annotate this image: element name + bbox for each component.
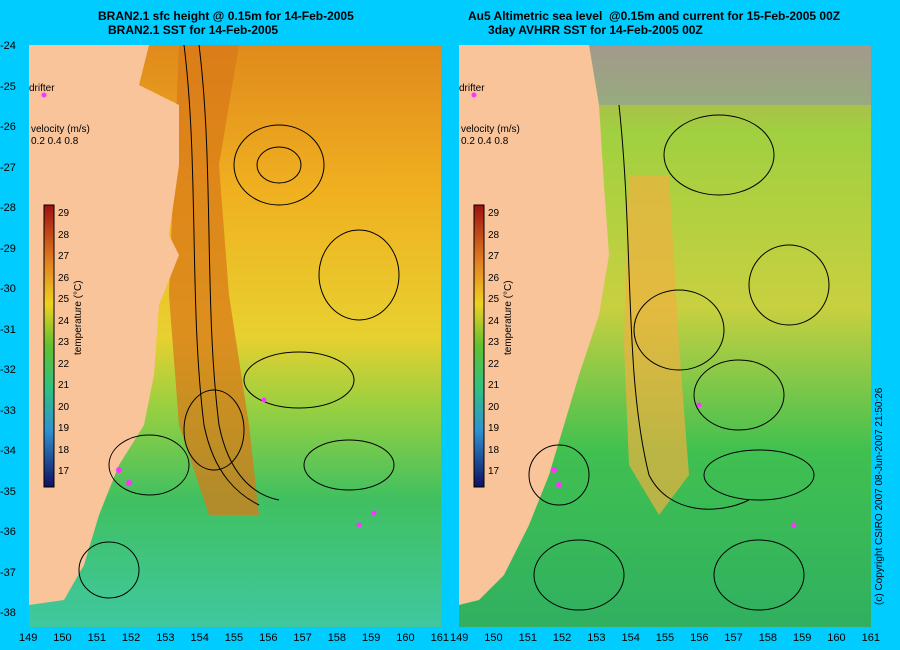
- colorbar-tick-label: 29: [488, 208, 500, 219]
- copyright-text: (c) Copyright CSIRO 2007 08-Jun-2007 21:…: [874, 387, 885, 605]
- left-colorbar: [43, 204, 55, 488]
- colorbar-tick-label: 22: [58, 358, 70, 370]
- colorbar-tick-label: 25: [58, 294, 70, 305]
- lon-tick-label: 150: [484, 632, 503, 644]
- warm-current-band: [169, 45, 259, 515]
- colorbar-tick-label: 17: [58, 466, 70, 477]
- land-mass: [29, 45, 179, 605]
- right-map-svg: drifter velocity (m/s) 0.2 0.4 0.8 tempe…: [459, 45, 871, 627]
- colorbar-tick-label: 18: [488, 444, 500, 456]
- colorbar-tick-label: 18: [58, 444, 70, 456]
- lon-tick-label: 155: [224, 632, 244, 644]
- lon-tick-label: 152: [121, 632, 141, 644]
- cloud-noise: [579, 45, 871, 105]
- colorbar-tick-label: 27: [488, 251, 500, 262]
- colorbar-tick-label: 26: [488, 272, 500, 284]
- left-velocity-scale: 0.2 0.4 0.8: [31, 136, 79, 147]
- lat-tick-label: -31: [0, 323, 16, 336]
- lon-tick-label: 150: [53, 632, 72, 644]
- colorbar-tick-label: 23: [488, 337, 500, 348]
- lon-tick-label: 161: [861, 632, 880, 644]
- left-map-panel: drifter velocity (m/s) 0.2 0.4 0.8 tempe…: [29, 45, 441, 627]
- colorbar-tick-label: 28: [488, 229, 500, 241]
- left-drifter-label: drifter: [29, 83, 55, 94]
- lat-tick-label: -32: [0, 364, 16, 376]
- lon-tick-label: 159: [362, 632, 381, 644]
- lon-tick-label: 156: [259, 632, 278, 644]
- lon-tick-label: 152: [552, 632, 572, 644]
- lon-tick-label: 149: [450, 632, 469, 644]
- left-title-line1: BRAN2.1 sfc height @ 0.15m for 14-Feb-20…: [98, 9, 354, 23]
- lon-tick-label: 158: [758, 632, 778, 644]
- lon-tick-label: 151: [518, 632, 537, 644]
- colorbar-tick-label: 28: [58, 229, 70, 241]
- colorbar-tick-label: 21: [58, 380, 70, 391]
- colorbar-tick-label: 27: [58, 251, 70, 262]
- land-mass-right: [459, 45, 609, 605]
- lon-tick-label: 156: [690, 632, 709, 644]
- colorbar-tick-label: 24: [488, 315, 500, 327]
- lon-tick-label: 153: [587, 632, 606, 644]
- lat-tick-label: -25: [0, 80, 16, 93]
- lat-tick-label: -33: [0, 404, 16, 417]
- lon-tick-label: 151: [87, 632, 106, 644]
- colorbar-tick-label: 19: [58, 423, 70, 434]
- right-map-panel: drifter velocity (m/s) 0.2 0.4 0.8 tempe…: [459, 45, 871, 627]
- left-colorbar-label: temperature (°C): [73, 280, 84, 355]
- copyright-notice: (c) Copyright CSIRO 2007 08-Jun-2007 21:…: [874, 387, 885, 605]
- lat-tick-label: -29: [0, 242, 16, 255]
- colorbar-tick-label: 17: [488, 466, 500, 477]
- lon-tick-label: 149: [19, 632, 38, 644]
- lon-tick-label: 160: [827, 632, 846, 644]
- colorbar-tick-label: 29: [58, 208, 70, 219]
- right-drifter-label: drifter: [459, 83, 485, 94]
- lon-tick-label: 160: [396, 632, 415, 644]
- lat-tick-label: -24: [0, 40, 16, 52]
- lon-tick-label: 158: [327, 632, 347, 644]
- right-velocity-scale: 0.2 0.4 0.8: [461, 136, 509, 147]
- right-velocity-label: velocity (m/s): [461, 124, 520, 135]
- colorbar-tick-label: 24: [58, 315, 70, 327]
- lat-tick-label: -35: [0, 485, 16, 498]
- colorbar-tick-label: 26: [58, 272, 70, 284]
- lat-tick-label: -38: [0, 607, 16, 619]
- colorbar-tick-label: 19: [488, 423, 500, 434]
- colorbar-tick-label: 23: [58, 337, 70, 348]
- sea-level-contours-right: [528, 104, 830, 611]
- lon-tick-label: 154: [621, 632, 640, 644]
- right-colorbar-label: temperature (°C): [503, 280, 514, 355]
- drifter-markers: [41, 92, 377, 528]
- left-velocity-label: velocity (m/s): [31, 124, 90, 135]
- lat-tick-label: -37: [0, 566, 16, 579]
- lat-tick-label: -27: [0, 161, 16, 174]
- left-panel-title: BRAN2.1 sfc height @ 0.15m for 14-Feb-20…: [98, 9, 354, 37]
- drifter-markers-right: [471, 92, 797, 528]
- left-title-line2: BRAN2.1 SST for 14-Feb-2005: [108, 23, 279, 37]
- lat-tick-label: -30: [0, 283, 16, 295]
- left-map-svg: drifter velocity (m/s) 0.2 0.4 0.8 tempe…: [29, 45, 441, 627]
- lon-tick-label: 153: [156, 632, 175, 644]
- lon-tick-label: 154: [190, 632, 209, 644]
- lat-tick-label: -36: [0, 526, 16, 538]
- right-title-line2: 3day AVHRR SST for 14-Feb-2005 00Z: [488, 23, 703, 37]
- colorbar-tick-label: 20: [58, 401, 70, 413]
- right-panel-title: Au5 Altimetric sea level @0.15m and curr…: [468, 9, 840, 37]
- colorbar-tick-label: 25: [488, 294, 500, 305]
- lon-tick-label: 157: [724, 632, 743, 644]
- colorbar-tick-label: 21: [488, 380, 500, 391]
- lon-tick-label: 161: [430, 632, 449, 644]
- lat-tick-label: -26: [0, 121, 16, 133]
- right-title-line1: Au5 Altimetric sea level @0.15m and curr…: [468, 9, 841, 23]
- right-colorbar: [473, 204, 485, 488]
- lat-tick-label: -28: [0, 202, 16, 214]
- sea-level-contours: [78, 45, 400, 599]
- lon-tick-label: 159: [793, 632, 812, 644]
- colorbar-tick-label: 20: [488, 401, 500, 413]
- lat-tick-label: -34: [0, 445, 16, 457]
- lon-tick-label: 157: [293, 632, 312, 644]
- colorbar-tick-label: 22: [488, 358, 500, 370]
- lon-tick-label: 155: [655, 632, 675, 644]
